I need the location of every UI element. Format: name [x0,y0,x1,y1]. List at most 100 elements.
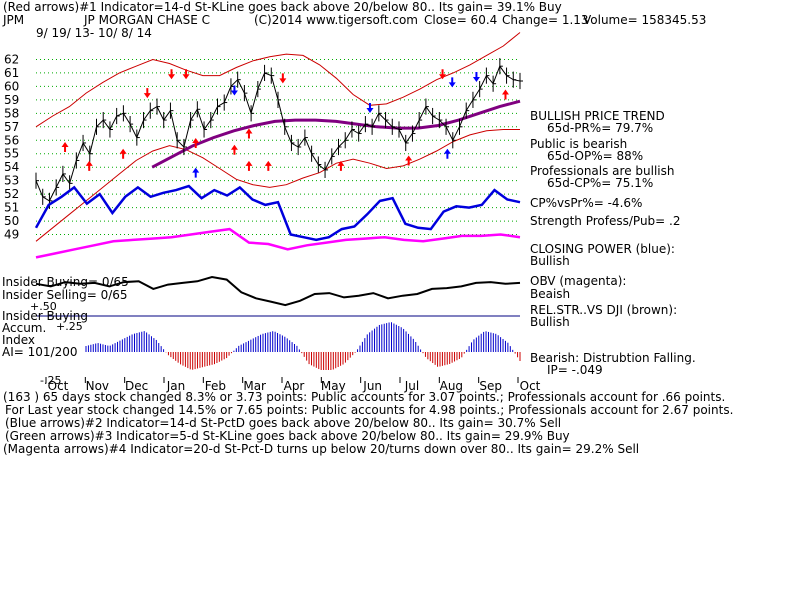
obv-label: OBV (magenta): [530,274,627,288]
bollinger-bands [35,32,521,242]
y-tick-label: 50 [4,214,19,228]
buy-arrow-icon [245,128,253,139]
upper-band [35,32,521,128]
relative-strength-line [35,275,521,317]
moving-average-line [151,99,521,169]
op-percent: 65d-OP%= 88% [547,149,644,163]
closing-power-line [34,184,521,242]
price-bars [35,58,523,209]
sell-arrow-icon [143,88,151,99]
y-tick-label: 59 [4,93,19,107]
ma-65d [151,99,521,169]
volume: Volume= 158345.53 [583,13,707,27]
footer-65-day-stats: (163 ) 65 days stock changed 8.3% or 3.7… [3,390,726,404]
index-label: Index [2,333,36,347]
date-range: 9/ 19/ 13- 10/ 8/ 14 [36,26,152,40]
y-tick-label: 54 [4,160,19,174]
month-label: Feb [205,379,226,393]
buy-arrow-icon [119,148,127,159]
buy-arrow-icon [245,160,253,171]
sell-arrow-icon [366,102,374,113]
accum-status: Bearish: Distrubtion Falling. [530,351,696,365]
sell-arrow-icon [439,69,447,80]
sell-arrow-icon [279,73,287,84]
accum-label: Accum. [2,321,47,335]
buy-arrow-icon [443,148,451,159]
month-label: Aug [440,379,463,393]
ip-value: IP= -.049 [547,363,603,377]
obv-status: Beaish [530,287,571,301]
month-label: Sep [479,379,502,393]
public-status: Public is bearish [530,137,628,151]
month-label: Oct [520,379,541,393]
insider-buying-label: Insider Buying= 0/65 [2,275,129,289]
sell-arrow-icon [182,69,190,80]
y-tick-label: 62 [4,52,19,66]
accum-tick-25: +.25 [56,320,83,333]
insider-buying-label-2: Insider Buying [2,309,88,323]
trend-title: BULLISH PRICE TREND [530,109,665,123]
buy-arrow-icon [405,155,413,166]
ticker-symbol: JPM [3,13,25,27]
month-label: Dec [125,379,148,393]
y-tick-label: 61 [4,66,19,80]
month-label: May [321,379,346,393]
closing-power-status: Bullish [530,254,570,268]
y-tick-label: 51 [4,201,19,215]
footer-indicator-4: (Magenta arrows)#4 Indicator=20-d St-Pct… [3,442,640,456]
copyright: (C)2014 www.tigersoft.com [254,13,418,27]
relstr-label: REL.STR..VS DJI (brown): [530,303,678,317]
footer-indicator-3: (Green arrows)#3 Indicator=5-d St-KLine … [5,429,570,443]
company-name: JP MORGAN CHASE C [84,13,211,27]
y-tick-label: 55 [4,147,19,161]
buy-arrow-icon [337,160,345,171]
sell-arrow-icon [448,77,456,88]
signal-arrows [61,69,509,178]
sell-arrow-icon [230,85,238,96]
accumulation-index-histogram [85,322,521,370]
y-tick-label: 53 [4,174,19,188]
month-label: Nov [86,379,109,393]
buy-arrow-icon [85,160,93,171]
sell-arrow-icon [472,71,480,82]
month-label: Mar [243,379,266,393]
y-tick-label: 58 [4,106,19,120]
month-label: Apr [284,379,305,393]
y-tick-label: 49 [4,228,19,242]
buy-arrow-icon [264,160,272,171]
insider-selling-label: Insider Selling= 0/65 [2,288,128,302]
y-tick-label: 60 [4,79,19,93]
buy-arrow-icon [230,144,238,155]
footer-indicator-2: (Blue arrows)#2 Indicator=14-d St-PctD g… [5,416,562,430]
price-close-line [35,65,521,202]
obv-line [35,227,521,259]
footer-year-stats: For Last year stock changed 14.5% or 7.6… [5,403,734,417]
month-label: Oct [48,379,69,393]
sell-arrow-icon [168,69,176,80]
cp-vs-pr: CP%vsPr%= -4.6% [530,196,643,210]
closing-power-label: CLOSING POWER (blue): [530,242,675,256]
y-tick-label: 57 [4,120,19,134]
y-tick-label: 56 [4,133,19,147]
closing-power-series [34,184,521,242]
professionals-status: Professionals are bullish [530,164,675,178]
accum-tick-50: +.50 [30,300,57,313]
pr-percent: 65d-PR%= 79.7% [547,121,654,135]
strength-ratio: Strength Profess/Pub= .2 [530,214,681,228]
relstr-status: Bullish [530,315,570,329]
obv-series [35,227,521,259]
close-price: Close= 60.4 [424,13,498,27]
y-tick-label: 52 [4,187,19,201]
ai-label: AI= 101/200 [2,345,78,359]
month-label: Jul [404,379,419,393]
lower-band [35,129,520,242]
cp-percent: 65d-CP%= 75.1% [547,176,654,190]
month-label: Jun [362,379,382,393]
month-axis-labels: Oct Nov Dec Jan Feb Mar Apr May Jun Jul Aug Sep Oct [45,377,541,393]
month-label: Jan [166,379,186,393]
buy-arrow-icon [192,167,200,178]
buy-arrow-icon [501,89,509,100]
price-change: Change= 1.13 [502,13,589,27]
